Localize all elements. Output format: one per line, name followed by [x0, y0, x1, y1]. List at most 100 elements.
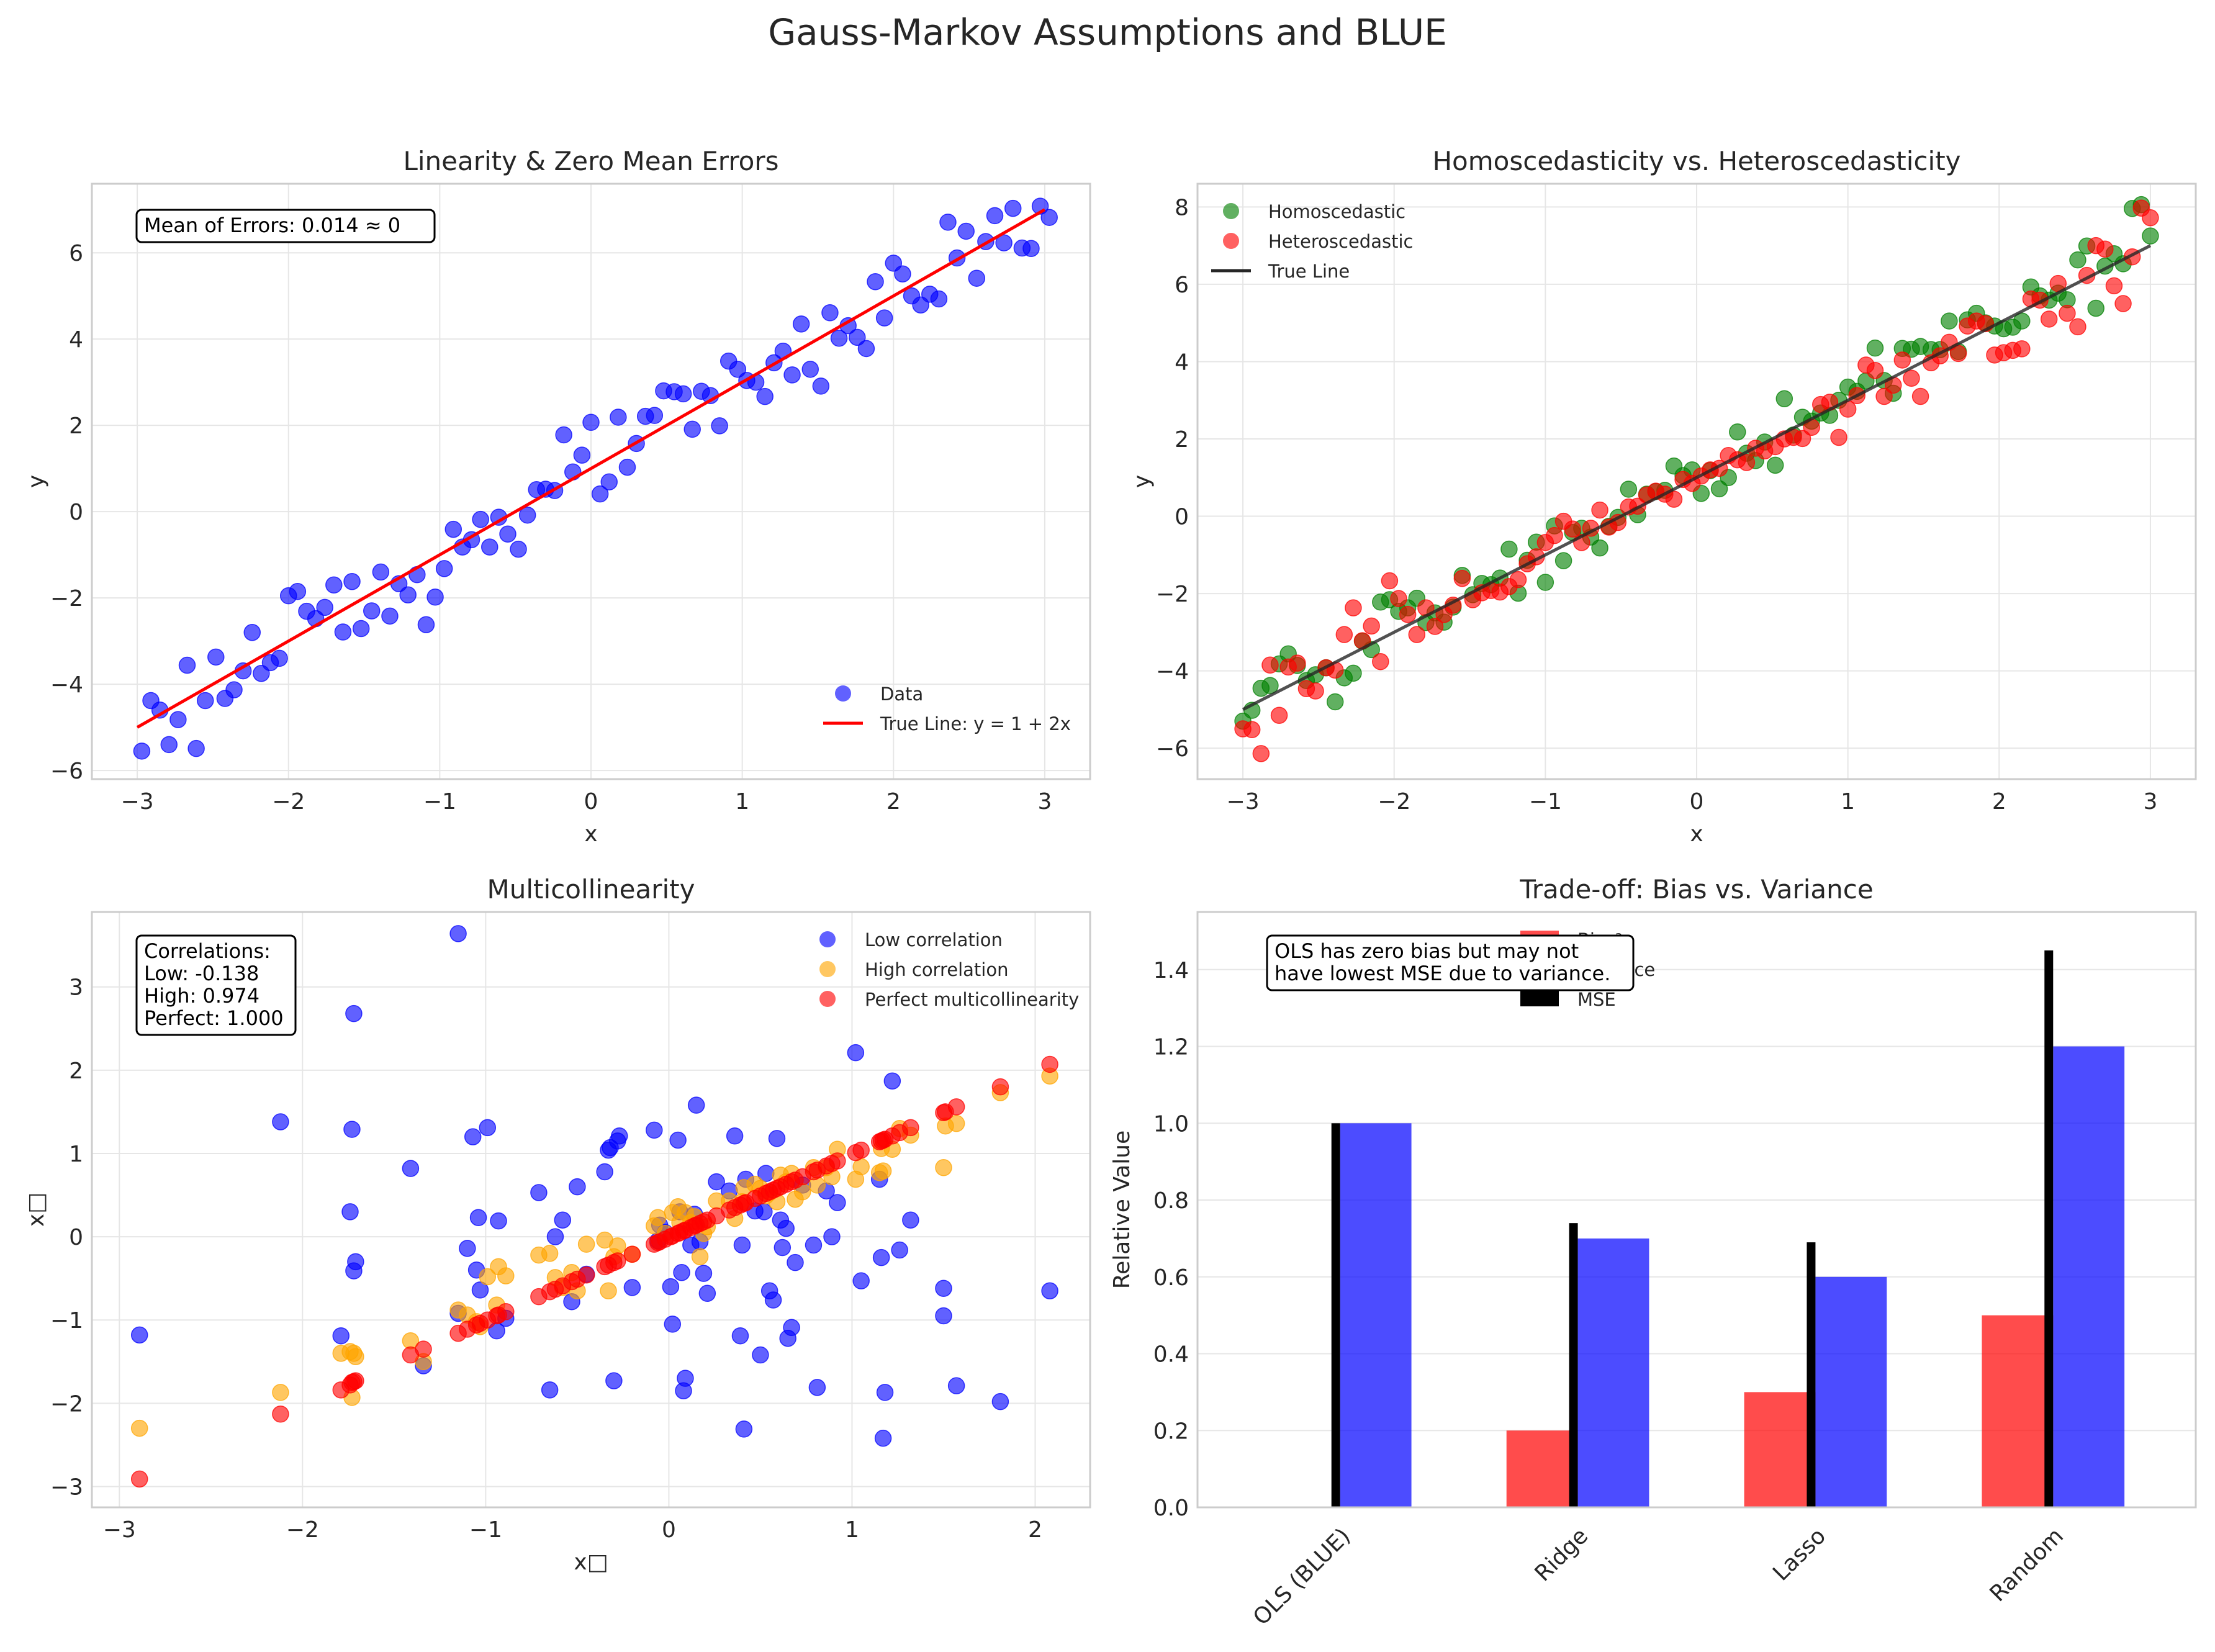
data-point — [1546, 526, 1563, 544]
data-point — [271, 649, 288, 667]
data-point — [479, 1119, 497, 1137]
data-point — [555, 426, 572, 444]
data-point — [1345, 599, 1362, 616]
data-point — [677, 1370, 694, 1387]
legend: Data True Line: y = 1 + 2x — [823, 684, 1071, 734]
chart-multicollinearity: Multicollinearity −3 −2 −1 0 1 2 −3 −2 −1 0 1 2 3 x□ x□… — [24, 874, 1091, 1575]
y-tick-label: 1.2 — [1153, 1035, 1189, 1060]
legend-swatch — [835, 685, 851, 702]
y-tick-label: 0 — [1175, 505, 1189, 530]
bar-variance — [2053, 1046, 2125, 1507]
data-point — [783, 1319, 800, 1337]
data-point — [449, 925, 467, 942]
x-tick-label: −1 — [469, 1517, 502, 1543]
data-point — [777, 1219, 795, 1237]
data-point — [472, 510, 489, 528]
data-point — [2142, 227, 2159, 245]
data-point — [343, 1121, 361, 1138]
x-tick-label: −2 — [272, 789, 305, 815]
data-point — [609, 1252, 626, 1270]
x-tick-label: 2 — [886, 789, 901, 815]
x-tick-label: −1 — [1529, 789, 1562, 815]
data-point — [352, 620, 370, 638]
data-point — [902, 1119, 919, 1137]
data-point — [662, 1278, 680, 1296]
y-tick-label: 1.0 — [1153, 1111, 1189, 1137]
y-tick-label: 0.6 — [1153, 1265, 1189, 1291]
x-tick-label: 1 — [735, 789, 749, 815]
data-point — [490, 1212, 507, 1230]
data-point — [935, 1280, 952, 1297]
data-point — [459, 1240, 476, 1257]
x-axis-label: x — [584, 821, 597, 847]
data-point — [1710, 480, 1728, 498]
data-point — [1866, 362, 1884, 379]
bar-mse — [1569, 1223, 1578, 1507]
data-point — [1372, 652, 1389, 670]
data-point — [289, 582, 307, 600]
x-tick-label: −1 — [423, 789, 456, 815]
data-point — [417, 616, 435, 633]
legend-swatch — [1223, 203, 1239, 219]
data-point — [623, 1245, 641, 1263]
data-point — [935, 1159, 952, 1176]
y-tick-label: −1 — [50, 1308, 83, 1334]
annotation-text: have lowest MSE due to variance. — [1274, 962, 1610, 985]
annotation-box — [1266, 934, 1635, 991]
data-point — [623, 1279, 641, 1296]
data-point — [872, 1248, 890, 1266]
data-point — [805, 1236, 823, 1254]
y-axis-label: y — [1129, 475, 1155, 488]
data-point — [464, 1128, 482, 1145]
annotation-box — [135, 934, 297, 1036]
legend-swatch — [819, 991, 836, 1007]
data-point — [847, 1044, 865, 1062]
x-tick-label: 1 — [845, 1517, 859, 1543]
data-point — [334, 623, 352, 641]
annotation-text: High: 0.974 — [144, 984, 259, 1008]
legend-swatch — [1223, 233, 1239, 249]
data-point — [986, 207, 1004, 225]
y-tick-label: 3 — [69, 975, 83, 1001]
chart-linearity: Linearity & Zero Mean Errors −3 −2 −1 0 1 2 3 −6… — [24, 146, 1091, 847]
x-tick-label: 0 — [1690, 789, 1704, 815]
x-tick-label: 0 — [662, 1517, 676, 1543]
y-tick-label: 4 — [1175, 350, 1189, 375]
data-point — [479, 1268, 497, 1286]
data-point — [1665, 490, 1683, 508]
data-point — [510, 540, 527, 558]
data-point — [935, 1307, 952, 1325]
data-point — [646, 407, 664, 424]
data-point — [1775, 390, 1793, 407]
data-point — [939, 214, 957, 231]
data-point — [372, 563, 390, 581]
data-point — [469, 1209, 487, 1226]
data-point — [764, 1291, 782, 1309]
data-point — [169, 711, 187, 728]
data-point — [481, 538, 498, 556]
data-point — [1270, 706, 1288, 724]
data-point — [673, 1264, 690, 1281]
x-axis-label: x□ — [574, 1550, 608, 1575]
data-point — [609, 1237, 626, 1255]
data-point — [875, 309, 893, 327]
data-point — [363, 602, 381, 620]
y-tick-label: 1.4 — [1153, 958, 1189, 983]
data-point — [160, 736, 178, 754]
data-point — [133, 742, 151, 760]
data-point — [674, 385, 692, 403]
data-point — [857, 340, 875, 358]
data-point — [1766, 456, 1784, 474]
y-tick-label: 1 — [69, 1142, 83, 1167]
data-point — [1903, 369, 1920, 387]
data-point — [541, 1381, 559, 1399]
data-point — [1022, 240, 1040, 257]
legend-label: High correlation — [865, 959, 1008, 980]
data-point — [1390, 590, 1407, 607]
series-line — [1242, 244, 2152, 711]
annotation-text: Low: -0.138 — [144, 962, 259, 985]
x-tick-label: 2 — [1028, 1517, 1042, 1543]
data-point — [1426, 618, 1444, 635]
y-tick-label: 6 — [69, 241, 83, 266]
plot-frame — [1196, 183, 2197, 780]
